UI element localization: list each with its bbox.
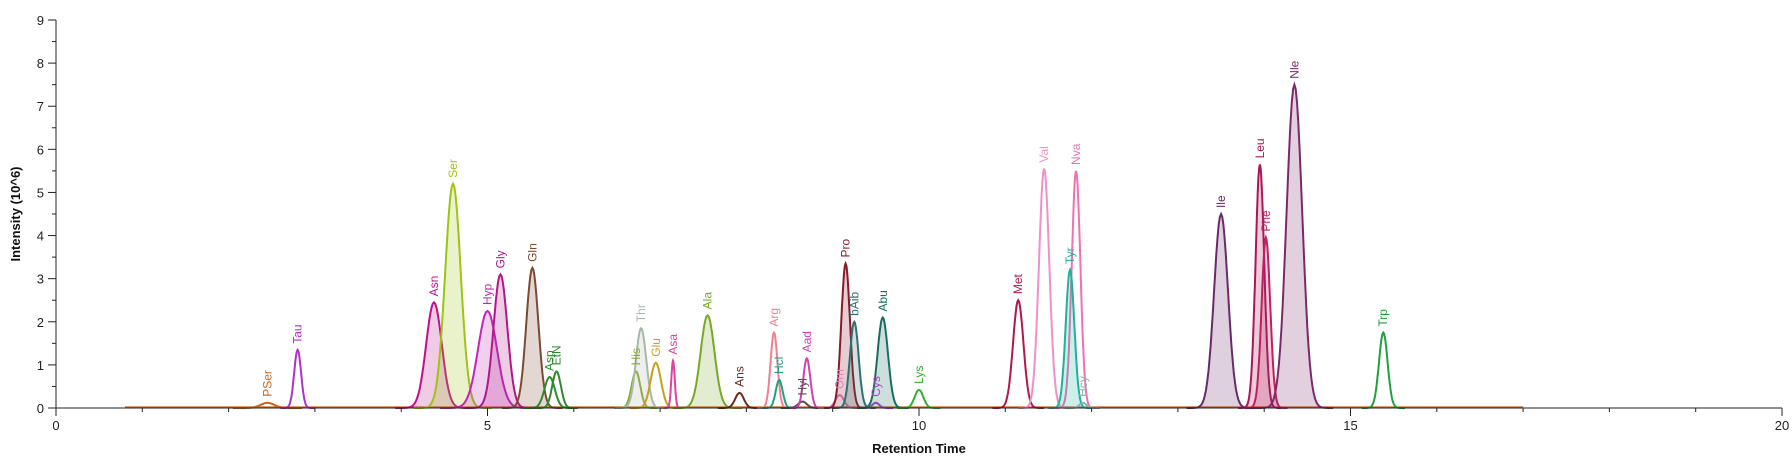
peak-label-nva: Nva bbox=[1069, 143, 1083, 165]
y-tick-label: 6 bbox=[37, 142, 44, 157]
y-tick-label: 0 bbox=[37, 401, 44, 416]
y-tick-label: 1 bbox=[37, 358, 44, 373]
peak-label-asn: Asn bbox=[427, 276, 441, 297]
peak-label-hyl: Hyl bbox=[796, 378, 810, 395]
x-tick-label: 15 bbox=[1343, 418, 1357, 433]
peak-label-gly: Gly bbox=[493, 250, 507, 268]
peak-label-nle: Nle bbox=[1287, 60, 1301, 78]
peak-label-gln: Gln bbox=[525, 243, 539, 262]
peak-phe bbox=[1244, 234, 1288, 409]
peak-trp bbox=[1361, 330, 1405, 409]
y-tick-label: 2 bbox=[37, 315, 44, 330]
peak-label-leu: Leu bbox=[1253, 138, 1267, 158]
peak-label-abu: Abu bbox=[876, 290, 890, 311]
peak-label-asp: Asp bbox=[543, 350, 557, 371]
peak-fill-asn bbox=[395, 302, 473, 408]
y-tick-label: 9 bbox=[37, 13, 44, 28]
peak-label-val: Val bbox=[1037, 146, 1051, 162]
peak-label-his: His bbox=[629, 348, 643, 365]
peak-label-glu: Glu bbox=[649, 338, 663, 357]
peak-label-pro: Pro bbox=[839, 239, 853, 258]
peak-fill-thr bbox=[615, 328, 667, 408]
y-tick-label: 7 bbox=[37, 99, 44, 114]
peak-fill-tyr bbox=[1048, 270, 1092, 408]
y-tick-label: 4 bbox=[37, 229, 44, 244]
peak-nle bbox=[1255, 81, 1334, 409]
x-tick-label: 20 bbox=[1775, 418, 1789, 433]
peak-label-orn: Orn bbox=[833, 369, 847, 389]
peak-tau bbox=[280, 348, 315, 409]
peak-fill-gln bbox=[502, 267, 563, 408]
y-axis-title: Intensity (10^6) bbox=[8, 166, 23, 261]
peak-lys bbox=[897, 388, 941, 409]
peak-label-met: Met bbox=[1011, 273, 1025, 294]
peak-fill-ile bbox=[1186, 214, 1256, 408]
peak-fill-abu bbox=[856, 317, 909, 408]
x-tick-label: 0 bbox=[52, 418, 59, 433]
peak-label-tyr: Tyr bbox=[1063, 247, 1077, 264]
peak-label-ans: Ans bbox=[733, 366, 747, 387]
peak-fill-ser bbox=[414, 183, 492, 408]
peak-fill-baib bbox=[832, 321, 876, 408]
peak-label-hcl: Hcl bbox=[772, 357, 786, 374]
peak-fill-leu bbox=[1238, 164, 1282, 408]
peak-label-asa: Asa bbox=[666, 334, 680, 355]
x-tick-label: 10 bbox=[912, 418, 926, 433]
peak-label-baib: bAib bbox=[847, 291, 861, 315]
x-axis-title: Retention Time bbox=[872, 441, 966, 456]
axes-layer: 0 5 10 15 20 0 1 2 3 4 5 6 7 8 9 bbox=[37, 13, 1789, 433]
peak-label-trp: Trp bbox=[1376, 309, 1390, 327]
peak-fill-gly bbox=[465, 274, 535, 408]
peak-label-ile: Ile bbox=[1214, 195, 1228, 208]
peak-label-aad: Aad bbox=[800, 331, 814, 352]
x-tick-label: 5 bbox=[484, 418, 491, 433]
peak-label-arg: Arg bbox=[767, 308, 781, 327]
peak-label-ser: Ser bbox=[446, 159, 460, 178]
peak-label-cys: Cys bbox=[869, 376, 883, 397]
peak-fill-nle bbox=[1255, 84, 1334, 408]
y-tick-label: 3 bbox=[37, 272, 44, 287]
x-axis-ticks: 0 5 10 15 20 bbox=[52, 408, 1789, 433]
peaks-layer bbox=[125, 81, 1524, 409]
peak-label-tau: Tau bbox=[291, 324, 305, 343]
peak-label-thr: Thr bbox=[634, 304, 648, 322]
peak-label-lys: Lys bbox=[912, 366, 926, 384]
peak-fill-ala bbox=[673, 315, 743, 408]
peak-label-pser: PSer bbox=[260, 370, 274, 397]
peak-fill-hyp bbox=[440, 311, 535, 408]
peak-fill-phe bbox=[1244, 237, 1288, 408]
peak-label-etn: EtN bbox=[549, 345, 563, 365]
peak-label-ala: Ala bbox=[701, 292, 715, 310]
peak-label-phe: Phe bbox=[1259, 210, 1273, 232]
peak-fill-pro bbox=[824, 263, 868, 408]
peak-asa bbox=[664, 357, 682, 409]
peak-label-hyp: Hyp bbox=[481, 283, 495, 305]
y-tick-label: 8 bbox=[37, 56, 44, 71]
y-axis-ticks: 0 1 2 3 4 5 6 7 8 9 bbox=[37, 13, 56, 416]
y-tick-label: 5 bbox=[37, 185, 44, 200]
peak-label-hcy: Hcy bbox=[1076, 376, 1090, 397]
